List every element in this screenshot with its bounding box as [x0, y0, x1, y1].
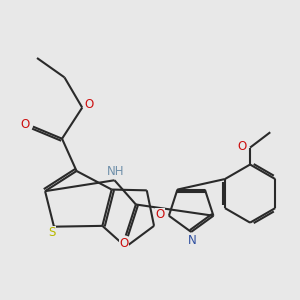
Text: O: O: [20, 118, 29, 131]
Text: NH: NH: [106, 165, 124, 178]
Text: S: S: [48, 226, 56, 239]
Text: N: N: [188, 234, 196, 247]
Text: O: O: [155, 208, 165, 221]
Text: O: O: [119, 237, 128, 250]
Text: O: O: [85, 98, 94, 111]
Text: O: O: [237, 140, 247, 153]
